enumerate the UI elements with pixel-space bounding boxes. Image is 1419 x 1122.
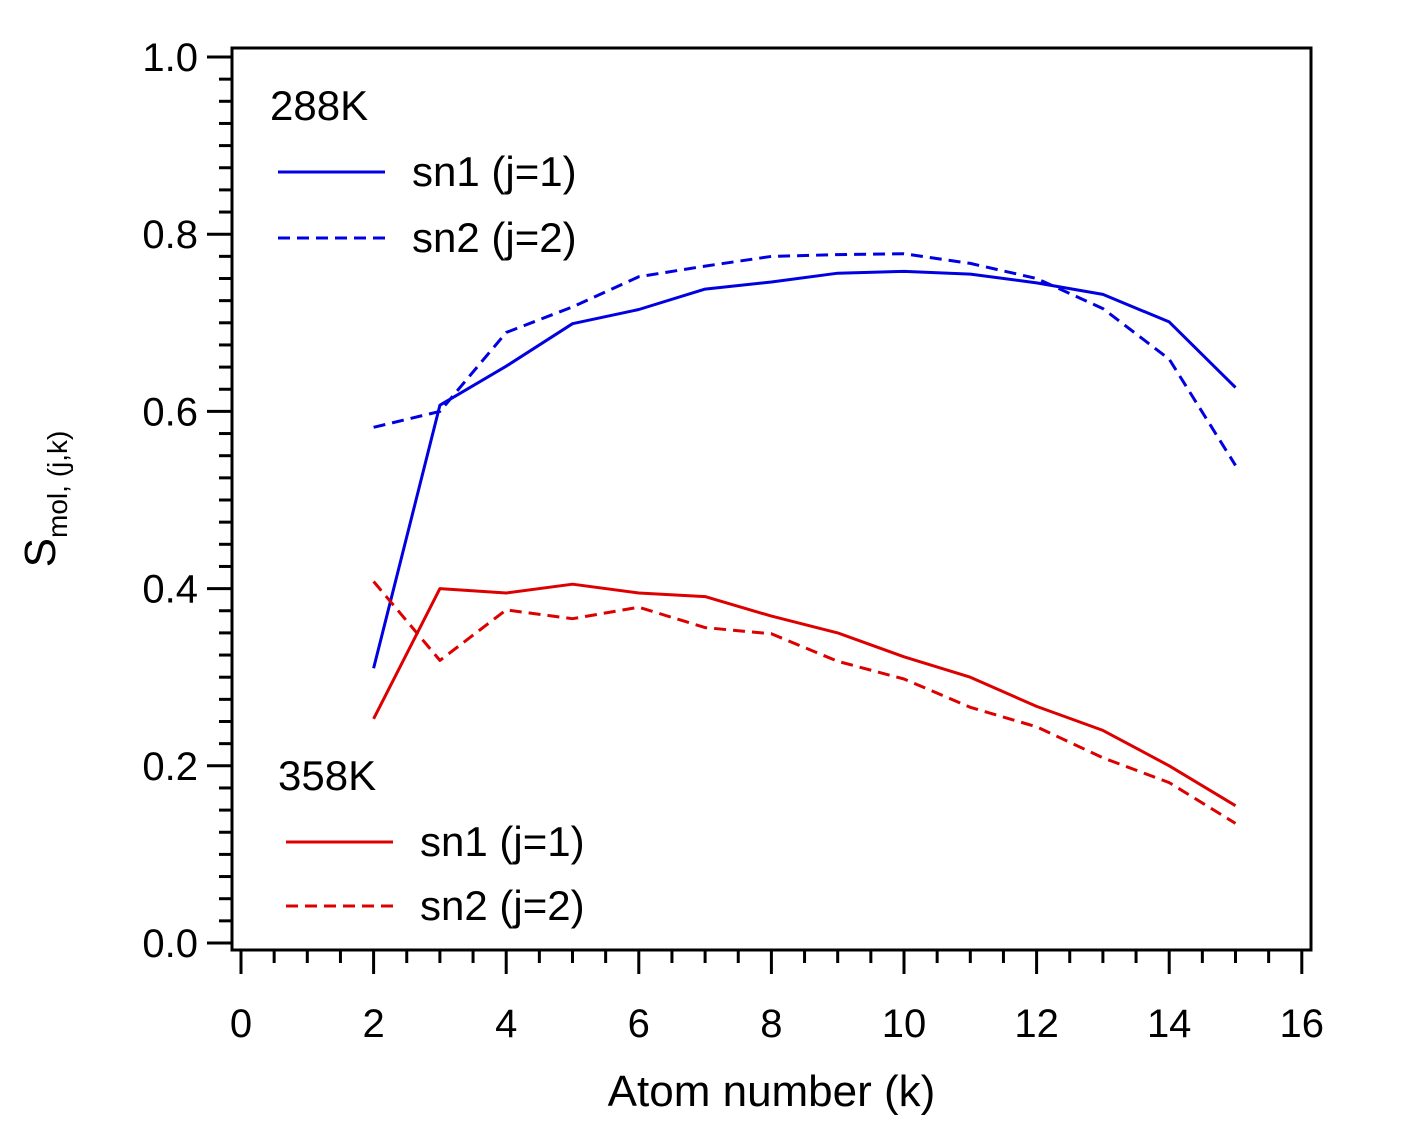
y-axis-title-subscript: mol, (j,k)	[42, 431, 73, 538]
series-line-358k-sn2	[372, 580, 1237, 825]
series-line-288k-sn2	[373, 252, 1237, 467]
y-axis: 0.0 0.2 0.4 0.6 0.8 1.0	[142, 36, 232, 966]
x-tick-label: 14	[1147, 1002, 1192, 1046]
x-tick-label: 16	[1280, 1002, 1325, 1046]
y-tick-label: 0.8	[142, 213, 198, 257]
legend-288k: 288K sn1 (j=1) sn2 (j=2)	[270, 82, 577, 261]
series-line-358k-sn1	[372, 582, 1237, 807]
legend-288k-title: 288K	[270, 82, 368, 129]
x-tick-label: 2	[362, 1002, 384, 1046]
legend-358k-sn1-label: sn1 (j=1)	[420, 818, 585, 865]
y-tick-label: 0.0	[142, 922, 198, 966]
y-axis-title-main: S	[16, 538, 65, 567]
x-tick-label: 8	[760, 1002, 782, 1046]
y-tick-label: 0.4	[142, 568, 198, 612]
legend-358k-title: 358K	[278, 752, 376, 799]
legend-288k-sn1-label: sn1 (j=1)	[412, 148, 577, 195]
x-axis: 0 2 4 6 8 10 12 14 16	[230, 950, 1324, 1046]
y-tick-label: 0.6	[142, 390, 198, 434]
x-tick-label: 4	[495, 1002, 517, 1046]
x-tick-label: 10	[882, 1002, 927, 1046]
y-axis-title: Smol, (j,k)	[16, 431, 73, 568]
y-tick-label: 1.0	[142, 36, 198, 80]
y-tick-label: 0.2	[142, 745, 198, 789]
series-line-288k-sn1	[372, 269, 1237, 669]
series-layer	[372, 252, 1237, 825]
x-axis-title: Atom number (k)	[608, 1067, 936, 1116]
legend-358k-sn2-label: sn2 (j=2)	[420, 882, 585, 929]
legend-288k-sn2-label: sn2 (j=2)	[412, 214, 577, 261]
x-tick-label: 0	[230, 1002, 252, 1046]
x-tick-label: 6	[628, 1002, 650, 1046]
x-tick-label: 12	[1014, 1002, 1059, 1046]
legend-358k: 358K sn1 (j=1) sn2 (j=2)	[278, 752, 585, 929]
